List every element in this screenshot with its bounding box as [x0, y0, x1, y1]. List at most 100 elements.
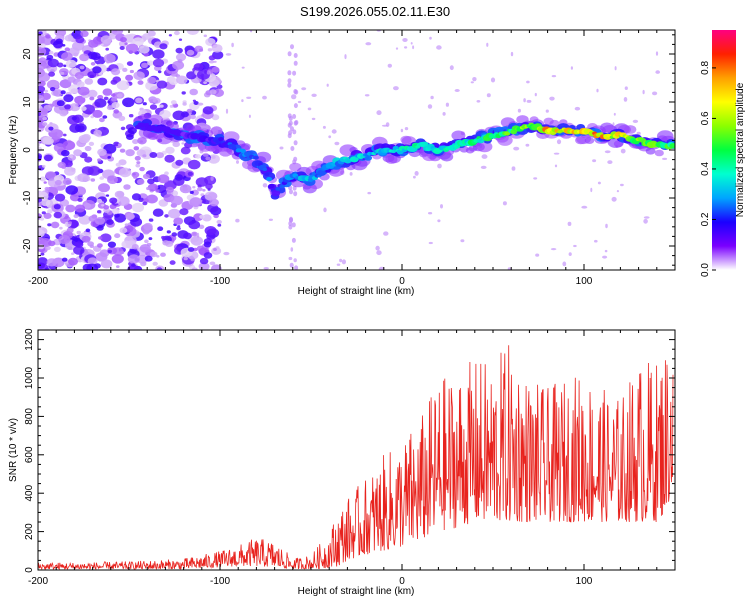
- noise-blob: [48, 240, 56, 247]
- noise-dot: [288, 256, 293, 261]
- noise-dot: [301, 87, 307, 91]
- noise-blob: [54, 246, 61, 252]
- noise-blob: [170, 195, 183, 206]
- noise-blob: [164, 214, 169, 218]
- noise-blob: [84, 78, 94, 85]
- noise-blob: [131, 171, 140, 178]
- noise-dot: [292, 114, 297, 119]
- noise-blob: [107, 249, 113, 254]
- noise-dot: [623, 97, 628, 102]
- noise-dot: [202, 152, 209, 157]
- noise-blob: [131, 263, 136, 267]
- noise-blob: [111, 97, 118, 102]
- noise-dot: [551, 75, 557, 78]
- amplitude-colorbar: 0.0 0.2 0.4 0.6 0.8 Normalized spectral ampl…: [700, 30, 746, 277]
- noise-blob: [172, 110, 186, 121]
- noise-blob: [156, 80, 168, 89]
- noise-dot: [293, 89, 298, 94]
- noise-dot: [191, 267, 198, 270]
- noise-dot: [594, 239, 598, 243]
- noise-blob: [170, 100, 177, 105]
- noise-blob: [39, 217, 45, 221]
- noise-dot: [632, 119, 639, 123]
- noise-dot: [290, 146, 295, 151]
- snr-ytick-label: 400: [24, 484, 35, 501]
- noise-dot: [344, 54, 347, 60]
- noise-blob: [97, 158, 102, 162]
- noise-blob: [142, 229, 150, 235]
- noise-blob: [94, 128, 98, 131]
- noise-blob: [125, 149, 135, 157]
- noise-blob: [135, 163, 141, 168]
- noise-blob: [130, 217, 143, 227]
- spectrogram-xtick-label: 0: [399, 276, 405, 287]
- noise-dot: [248, 114, 251, 119]
- noise-blob: [197, 69, 210, 80]
- noise-dot: [288, 130, 293, 136]
- noise-blob: [93, 129, 102, 137]
- noise-blob: [38, 46, 47, 57]
- noise-blob: [82, 263, 93, 270]
- noise-dot: [486, 93, 491, 98]
- snr-xtick-label: -100: [210, 576, 230, 587]
- noise-blob: [112, 208, 120, 215]
- noise-blob: [172, 141, 180, 148]
- noise-dot: [413, 175, 416, 179]
- noise-blob: [189, 88, 198, 96]
- noise-blob: [80, 30, 89, 37]
- noise-dot: [268, 218, 273, 221]
- noise-blob: [166, 230, 171, 234]
- noise-blob: [77, 86, 90, 96]
- noise-dot: [292, 70, 297, 76]
- noise-blob: [38, 94, 44, 103]
- noise-blob: [97, 210, 102, 214]
- noise-dot: [291, 222, 296, 228]
- noise-blob: [124, 223, 129, 227]
- noise-blob: [124, 42, 128, 45]
- noise-blob: [207, 48, 213, 52]
- noise-blob: [122, 97, 135, 108]
- noise-dot: [289, 216, 293, 222]
- noise-blob: [208, 55, 216, 61]
- noise-blob: [67, 76, 76, 83]
- noise-blob: [156, 267, 163, 270]
- noise-blob: [90, 115, 94, 119]
- noise-blob: [174, 174, 184, 181]
- noise-blob: [64, 47, 71, 52]
- noise-dot: [208, 60, 215, 64]
- noise-blob: [64, 104, 71, 110]
- noise-dot: [223, 251, 230, 256]
- noise-dot: [526, 99, 532, 103]
- ridge-blob: [244, 151, 251, 157]
- noise-dot: [643, 216, 650, 219]
- spectrogram-ytick-label: -20: [22, 238, 33, 253]
- noise-dot: [206, 70, 211, 75]
- noise-dot: [197, 102, 204, 106]
- noise-blob: [169, 78, 179, 85]
- noise-dot: [322, 125, 326, 129]
- noise-dot: [287, 70, 292, 76]
- snr-xlabel: Height of straight line (km): [298, 586, 415, 597]
- spectrogram-ytick-label: -10: [22, 190, 33, 205]
- noise-blob: [211, 66, 220, 73]
- ridge-blob: [268, 183, 275, 189]
- noise-blob: [178, 38, 183, 41]
- noise-dot: [341, 259, 346, 265]
- noise-blob: [54, 179, 62, 186]
- spectrogram-xtick-label: 100: [576, 276, 593, 287]
- noise-blob: [131, 202, 145, 213]
- noise-blob: [38, 143, 41, 147]
- noise-blob: [116, 265, 120, 268]
- noise-blob: [211, 264, 222, 270]
- noise-blob: [38, 262, 46, 269]
- noise-blob: [66, 227, 74, 233]
- noise-blob: [152, 261, 158, 266]
- noise-dot: [553, 152, 560, 155]
- noise-dot: [545, 109, 549, 113]
- noise-blob: [126, 213, 135, 220]
- noise-blob: [125, 134, 134, 140]
- noise-blob: [138, 45, 150, 54]
- noise-blob: [87, 89, 98, 98]
